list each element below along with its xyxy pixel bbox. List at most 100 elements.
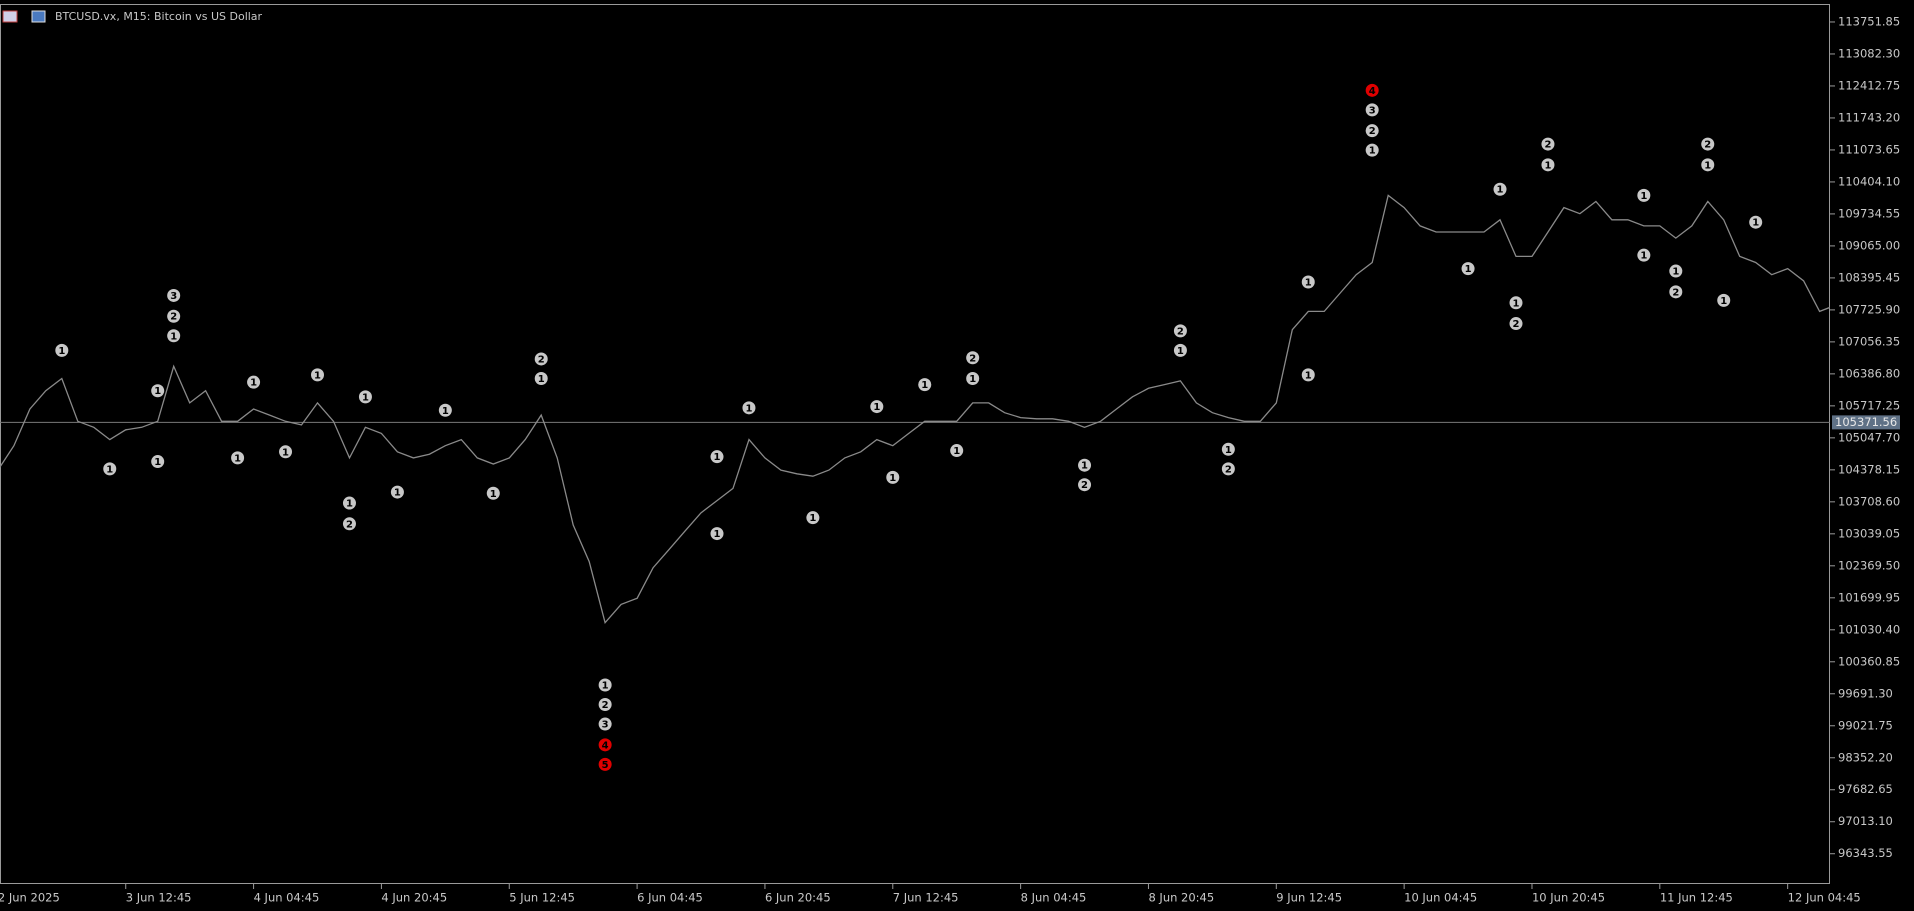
signal-marker — [1701, 137, 1715, 151]
signal-number: 2 — [969, 353, 976, 364]
signal-marker — [1461, 262, 1475, 276]
signal-number: 2 — [602, 700, 609, 711]
y-tick-label: 109734.55 — [1838, 206, 1900, 220]
signal-marker — [1173, 324, 1187, 338]
y-tick-label: 105717.25 — [1838, 398, 1900, 412]
signal-marker — [167, 309, 181, 323]
signal-marker — [1509, 317, 1523, 331]
x-tick-label: 12 Jun 04:45 — [1788, 891, 1861, 905]
y-tick-label: 102369.50 — [1838, 558, 1900, 572]
signal-number: 1 — [1225, 445, 1232, 456]
x-tick-label: 10 Jun 04:45 — [1404, 891, 1477, 905]
signal-number: 2 — [538, 354, 545, 365]
signal-marker — [598, 757, 612, 771]
y-tick-label: 97682.65 — [1838, 782, 1893, 796]
signal-number: 4 — [1369, 86, 1376, 97]
signal-number: 1 — [602, 680, 609, 691]
x-tick-label: 2 Jun 2025 — [0, 891, 60, 905]
signal-marker — [1541, 137, 1555, 151]
signal-marker — [1365, 83, 1379, 97]
signal-number: 1 — [250, 378, 257, 389]
signal-number: 1 — [1640, 191, 1647, 202]
signal-number: 2 — [1081, 480, 1088, 491]
y-tick-label: 100360.85 — [1838, 654, 1900, 668]
signal-number: 2 — [1513, 319, 1520, 330]
signal-number: 1 — [1544, 160, 1551, 171]
signal-marker — [1173, 343, 1187, 357]
signal-number: 1 — [1369, 146, 1376, 157]
signal-number: 1 — [490, 489, 497, 500]
signal-number: 1 — [1752, 218, 1759, 229]
icon — [31, 10, 46, 23]
signal-marker — [55, 343, 69, 357]
signal-marker — [1365, 143, 1379, 157]
signal-marker — [358, 390, 372, 404]
signal-marker — [438, 403, 452, 417]
signal-marker — [1637, 248, 1651, 262]
signal-marker — [1301, 275, 1315, 289]
y-tick-label: 99021.75 — [1838, 718, 1893, 732]
signal-number: 2 — [1369, 126, 1376, 137]
signal-number: 3 — [170, 291, 177, 302]
signal-marker — [279, 445, 293, 459]
y-tick-label: 107056.35 — [1838, 334, 1900, 348]
x-tick-label: 7 Jun 12:45 — [893, 891, 959, 905]
signal-number: 1 — [1305, 370, 1312, 381]
signal-number: 1 — [170, 331, 177, 342]
signal-marker — [151, 455, 165, 469]
y-tick-label: 113751.85 — [1838, 14, 1900, 28]
signal-marker — [311, 368, 324, 382]
y-tick-label: 109065.00 — [1838, 238, 1900, 252]
signal-marker — [151, 384, 165, 398]
signal-marker — [486, 486, 500, 500]
x-tick-label: 4 Jun 04:45 — [254, 891, 320, 905]
signal-number: 1 — [1720, 296, 1727, 307]
signal-number: 1 — [745, 403, 752, 414]
signal-number: 1 — [538, 374, 545, 385]
signal-marker — [1669, 285, 1683, 299]
signal-marker — [966, 371, 980, 385]
signal-number: 1 — [154, 457, 161, 468]
signal-marker — [1365, 124, 1379, 138]
signal-marker — [950, 444, 964, 458]
signal-number: 1 — [314, 370, 321, 381]
x-tick-label: 8 Jun 04:45 — [1021, 891, 1087, 905]
signal-marker — [1301, 368, 1315, 382]
signal-number: 2 — [1704, 140, 1711, 151]
signal-marker — [918, 378, 932, 392]
y-tick-label: 106386.80 — [1838, 366, 1900, 380]
signal-number: 1 — [1672, 267, 1679, 278]
signal-number: 1 — [1305, 278, 1312, 289]
signal-marker — [598, 678, 612, 692]
y-tick-label: 98352.20 — [1838, 750, 1893, 764]
x-tick-label: 9 Jun 12:45 — [1276, 891, 1342, 905]
signal-marker — [342, 517, 356, 531]
signal-marker — [167, 288, 181, 302]
x-tick-label: 6 Jun 20:45 — [765, 891, 831, 905]
signal-marker — [1078, 458, 1092, 472]
y-tick-label: 111073.65 — [1838, 142, 1900, 156]
current-price-label: 105371.56 — [1835, 415, 1897, 429]
toolbar-icons — [2, 10, 46, 23]
signal-marker — [247, 375, 261, 389]
y-tick-label: 110404.10 — [1838, 174, 1900, 188]
signal-marker — [1365, 103, 1379, 117]
signal-number: 3 — [602, 720, 609, 731]
plot-frame — [0, 4, 1830, 884]
signal-number: 1 — [394, 488, 401, 499]
signal-marker — [710, 527, 724, 541]
signal-number: 1 — [154, 386, 161, 397]
signal-number: 1 — [1465, 264, 1472, 275]
signal-number: 2 — [1672, 287, 1679, 298]
y-tick-label: 111743.20 — [1838, 110, 1900, 124]
signal-marker — [534, 371, 548, 385]
x-tick-label: 11 Jun 12:45 — [1660, 891, 1733, 905]
signal-number: 1 — [1177, 346, 1184, 357]
signal-number: 1 — [282, 447, 289, 458]
price-line — [0, 194, 1830, 625]
signal-number: 1 — [714, 529, 721, 540]
signal-marker — [598, 738, 612, 752]
signal-number: 1 — [889, 473, 896, 484]
y-tick-label: 96343.55 — [1838, 846, 1893, 860]
